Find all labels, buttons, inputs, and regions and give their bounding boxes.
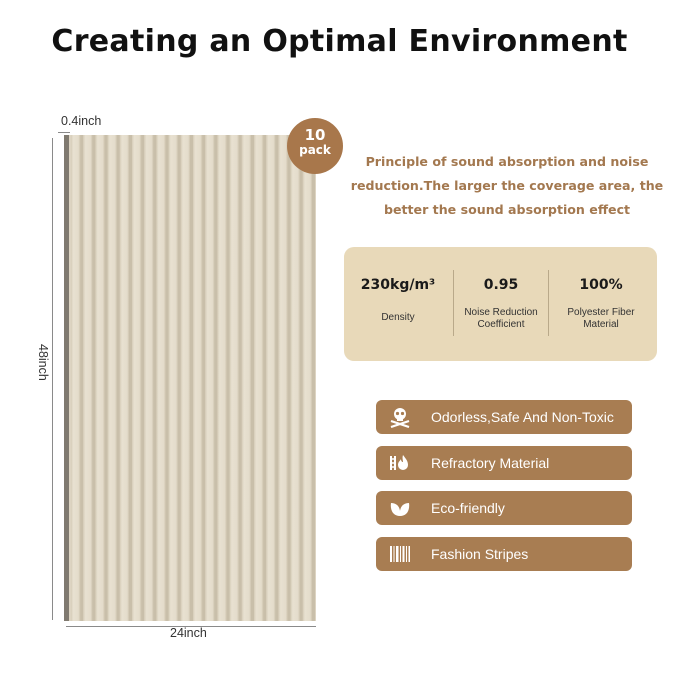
panel-slat: [266, 135, 276, 621]
panel-slat: [302, 135, 312, 621]
panel-groove: [190, 135, 193, 621]
principle-line-3: better the sound absorption effect: [383, 202, 631, 217]
thickness-dimension-line: [58, 132, 70, 133]
panel-slat: [168, 135, 178, 621]
spec-label-line: Material: [583, 319, 619, 330]
panel-slat: [71, 135, 81, 621]
feature-label: Fashion Stripes: [431, 546, 529, 562]
fire-barrier-icon: [388, 452, 412, 474]
panel-slat: [290, 135, 300, 621]
panel-slat: [193, 135, 203, 621]
feature-refractory: Refractory Material: [376, 446, 632, 480]
feature-fashion-stripes: Fashion Stripes: [376, 537, 632, 571]
spec-value: 100%: [579, 277, 623, 293]
spec-density: 230kg/m³ Density: [344, 247, 452, 361]
panel-groove: [129, 135, 132, 621]
pack-count-badge: 10 pack: [287, 118, 343, 174]
spec-label: Noise Reduction Coefficient: [454, 307, 548, 331]
panel-groove: [263, 135, 267, 621]
feature-label: Eco-friendly: [431, 500, 505, 516]
panel-groove: [202, 135, 206, 621]
spec-material: 100% Polyester Fiber Material: [549, 247, 653, 361]
panel-slat: [180, 135, 190, 621]
principle-line-1: Principle of sound absorption and noise: [365, 154, 649, 169]
panel-slat: [83, 135, 93, 621]
panel-groove: [238, 135, 242, 621]
spec-label: Polyester Fiber Material: [549, 307, 653, 331]
panel-groove: [251, 135, 254, 621]
panel-slat: [229, 135, 239, 621]
spec-divider: [548, 270, 549, 336]
feature-label: Odorless,Safe And Non-Toxic: [431, 409, 614, 425]
spec-noise-reduction: 0.95 Noise Reduction Coefficient: [454, 247, 548, 361]
spec-label-line: Density: [381, 312, 415, 323]
panel-slat: [132, 135, 142, 621]
panel-groove: [116, 135, 120, 621]
panel-groove: [141, 135, 145, 621]
spec-label-line: Polyester Fiber: [567, 307, 635, 318]
leaf-icon: [388, 497, 412, 519]
spec-divider: [453, 270, 454, 336]
feature-label: Refractory Material: [431, 455, 550, 471]
acoustic-panel-image: [64, 135, 316, 621]
panel-groove: [275, 135, 279, 621]
spec-value: 230kg/m³: [360, 277, 436, 293]
height-dimension-line: [52, 138, 53, 620]
panel-slat: [95, 135, 105, 621]
panel-slat: [217, 135, 227, 621]
panel-groove: [177, 135, 181, 621]
panel-groove: [153, 135, 157, 621]
page-title: Creating an Optimal Environment: [51, 24, 628, 59]
spec-value: 0.95: [483, 277, 519, 293]
height-label: 48inch: [36, 344, 50, 381]
panel-slat: [205, 135, 215, 621]
panel-groove: [214, 135, 218, 621]
panel-groove: [165, 135, 169, 621]
panel-slat: [278, 135, 288, 621]
panel-slat: [119, 135, 129, 621]
panel-groove: [80, 135, 84, 621]
width-dimension-line: [66, 626, 316, 627]
width-label: 24inch: [170, 626, 207, 640]
panel-groove: [92, 135, 96, 621]
feature-non-toxic: Odorless,Safe And Non-Toxic: [376, 400, 632, 434]
panel-slat: [254, 135, 264, 621]
pack-unit: pack: [299, 143, 331, 157]
spec-label: Density: [344, 307, 452, 324]
thickness-label: 0.4inch: [61, 114, 102, 128]
panel-slat: [144, 135, 154, 621]
principle-text: Principle of sound absorption and noise …: [348, 150, 666, 222]
barcode-stripes-icon: [388, 543, 412, 565]
pack-count: 10: [304, 126, 326, 144]
feature-eco-friendly: Eco-friendly: [376, 491, 632, 525]
panel-slat: [241, 135, 251, 621]
panel-groove: [226, 135, 230, 621]
panel-groove: [287, 135, 291, 621]
panel-groove: [104, 135, 108, 621]
panel-slat: [107, 135, 117, 621]
principle-line-2: reduction.The larger the coverage area, …: [350, 178, 664, 193]
spec-box: 230kg/m³ Density 0.95 Noise Reduction Co…: [344, 247, 657, 361]
panel-groove: [299, 135, 303, 621]
panel-groove: [312, 135, 315, 621]
spec-label-line: Coefficient: [477, 319, 525, 330]
panel-slat: [156, 135, 166, 621]
skull-crossbones-icon: [388, 406, 412, 429]
spec-label-line: Noise Reduction: [464, 307, 538, 318]
